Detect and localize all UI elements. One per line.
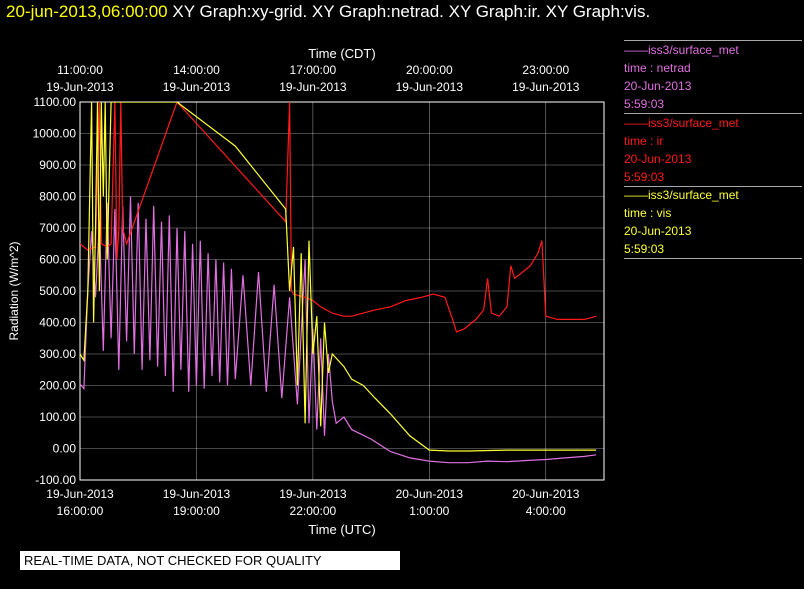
x-tick-date: 19-Jun-2013	[46, 487, 114, 501]
top-x-tick-time: 14:00:00	[173, 63, 220, 77]
legend-field: time : netrad	[624, 61, 691, 75]
y-tick-label: 800.00	[39, 190, 76, 204]
x-tick-time: 1:00:00	[409, 504, 449, 518]
x-tick-time: 16:00:00	[57, 504, 104, 518]
y-tick-label: 200.00	[39, 379, 76, 393]
x-tick-time: 22:00:00	[290, 504, 337, 518]
y-tick-label: 900.00	[39, 158, 76, 172]
top-x-tick-time: 20:00:00	[406, 63, 453, 77]
series-line-netrad	[80, 196, 597, 464]
top-x-tick-date: 19-Jun-2013	[512, 80, 580, 94]
top-x-tick-date: 19-Jun-2013	[396, 80, 464, 94]
top-x-tick-time: 11:00:00	[57, 63, 103, 77]
y-tick-label: 400.00	[39, 316, 76, 330]
x-tick-time: 19:00:00	[173, 504, 220, 518]
y-tick-label: 600.00	[39, 253, 76, 267]
x-tick-date: 20-Jun-2013	[512, 487, 580, 501]
series-line-vis	[80, 102, 597, 452]
legend-vis: ——iss3/surface_met time : vis 20-Jun-201…	[624, 186, 802, 259]
legend-field: time : ir	[624, 134, 664, 148]
x-axis-label: Time (UTC)	[308, 522, 375, 537]
header-datetime: 20-jun-2013,06:00:00	[6, 2, 168, 21]
legend-source: ——iss3/surface_met	[624, 40, 802, 59]
y-tick-label: 1100.00	[34, 95, 77, 109]
legend-time: 5:59:03	[624, 168, 802, 187]
legend-ir: ——iss3/surface_met time : ir 20-Jun-2013…	[624, 114, 802, 187]
y-tick-label: 0.00	[53, 442, 77, 456]
y-tick-label: 300.00	[39, 347, 76, 361]
top-x-tick-date: 19-Jun-2013	[163, 80, 231, 94]
y-tick-label: 100.00	[39, 410, 76, 424]
legend-source: ——iss3/surface_met	[624, 116, 739, 130]
legend-netrad: ——iss3/surface_met time : netrad 20-Jun-…	[624, 40, 802, 114]
y-tick-label: 700.00	[39, 221, 76, 235]
legend-date: 20-Jun-2013	[624, 79, 692, 93]
y-tick-label: 500.00	[39, 284, 76, 298]
header-graphs: XY Graph:xy-grid. XY Graph:netrad. XY Gr…	[172, 2, 651, 21]
top-x-tick-time: 17:00:00	[290, 63, 337, 77]
legend-time: 5:59:03	[624, 240, 802, 259]
legend-date: 20-Jun-2013	[624, 224, 692, 238]
legend-time: 5:59:03	[624, 95, 802, 114]
legend-date: 20-Jun-2013	[624, 152, 692, 166]
y-tick-label: -100.00	[35, 473, 76, 487]
y-axis-label: Radiation (W/m^2)	[7, 242, 21, 341]
x-tick-time: 4:00:00	[526, 504, 566, 518]
top-x-tick-date: 19-Jun-2013	[279, 80, 347, 94]
x-tick-date: 19-Jun-2013	[279, 487, 347, 501]
quality-disclaimer: REAL-TIME DATA, NOT CHECKED FOR QUALITY	[20, 551, 400, 570]
x-tick-date: 20-Jun-2013	[396, 487, 464, 501]
top-x-axis-label: Time (CDT)	[308, 46, 375, 61]
top-x-tick-date: 19-Jun-2013	[46, 80, 114, 94]
series-line-ir	[80, 102, 597, 333]
x-tick-date: 19-Jun-2013	[163, 487, 231, 501]
legend-source: ——iss3/surface_met	[624, 188, 739, 202]
header: 20-jun-2013,06:00:00 XY Graph:xy-grid. X…	[6, 2, 650, 22]
legend-field: time : vis	[624, 206, 672, 220]
y-tick-label: 1000.00	[33, 127, 77, 141]
plot-frame	[79, 101, 605, 481]
top-x-tick-time: 23:00:00	[522, 63, 569, 77]
